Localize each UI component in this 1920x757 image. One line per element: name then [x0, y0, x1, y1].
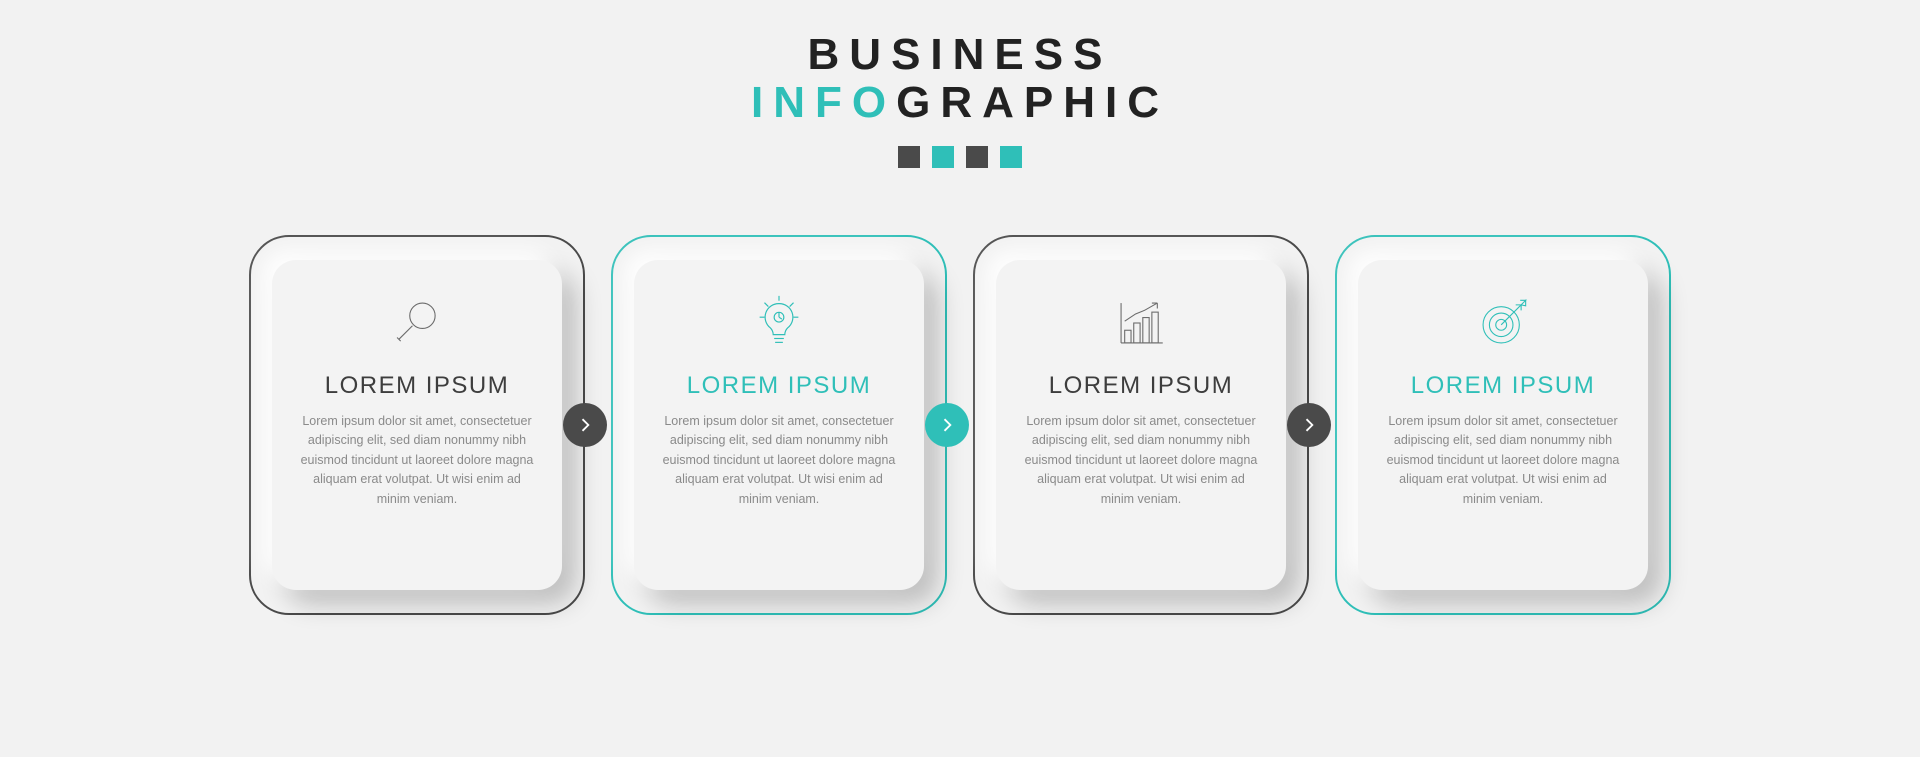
step-body: Lorem ipsum dolor sit amet, consectetuer… [660, 412, 898, 509]
step-2: LOREM IPSUM Lorem ipsum dolor sit amet, … [611, 235, 947, 615]
step-card: LOREM IPSUM Lorem ipsum dolor sit amet, … [634, 260, 924, 590]
lightbulb-icon [748, 288, 810, 358]
magnifier-icon [388, 288, 446, 358]
arrow-connector [563, 403, 607, 447]
decor-square [966, 146, 988, 168]
arrow-connector [1287, 403, 1331, 447]
decor-square [898, 146, 920, 168]
chevron-right-icon [575, 415, 595, 435]
step-body: Lorem ipsum dolor sit amet, consectetuer… [1022, 412, 1260, 509]
step-card: LOREM IPSUM Lorem ipsum dolor sit amet, … [272, 260, 562, 590]
step-4: LOREM IPSUM Lorem ipsum dolor sit amet, … [1335, 235, 1671, 615]
step-title: LOREM IPSUM [325, 372, 510, 400]
decor-square [932, 146, 954, 168]
infographic-root: BUSINESS INFOGRAPHIC LOREM IPSU [0, 0, 1920, 757]
arrow-connector [925, 403, 969, 447]
header: BUSINESS INFOGRAPHIC [0, 30, 1920, 168]
steps-row: LOREM IPSUM Lorem ipsum dolor sit amet, … [0, 235, 1920, 615]
step-body: Lorem ipsum dolor sit amet, consectetuer… [298, 412, 536, 509]
target-icon [1474, 288, 1532, 358]
step-title: LOREM IPSUM [687, 372, 872, 400]
step-card: LOREM IPSUM Lorem ipsum dolor sit amet, … [996, 260, 1286, 590]
title-line-1: BUSINESS [0, 30, 1920, 80]
decor-squares [0, 146, 1920, 168]
title-line-2: INFOGRAPHIC [0, 78, 1920, 128]
decor-square [1000, 146, 1022, 168]
title-accent: INFO [751, 78, 896, 127]
step-title: LOREM IPSUM [1049, 372, 1234, 400]
step-title: LOREM IPSUM [1411, 372, 1596, 400]
chevron-right-icon [1299, 415, 1319, 435]
step-3: LOREM IPSUM Lorem ipsum dolor sit amet, … [973, 235, 1309, 615]
chevron-right-icon [937, 415, 957, 435]
step-card: LOREM IPSUM Lorem ipsum dolor sit amet, … [1358, 260, 1648, 590]
step-1: LOREM IPSUM Lorem ipsum dolor sit amet, … [249, 235, 585, 615]
bar-chart-growth-icon [1112, 288, 1170, 358]
step-body: Lorem ipsum dolor sit amet, consectetuer… [1384, 412, 1622, 509]
title-rest: GRAPHIC [896, 78, 1169, 127]
